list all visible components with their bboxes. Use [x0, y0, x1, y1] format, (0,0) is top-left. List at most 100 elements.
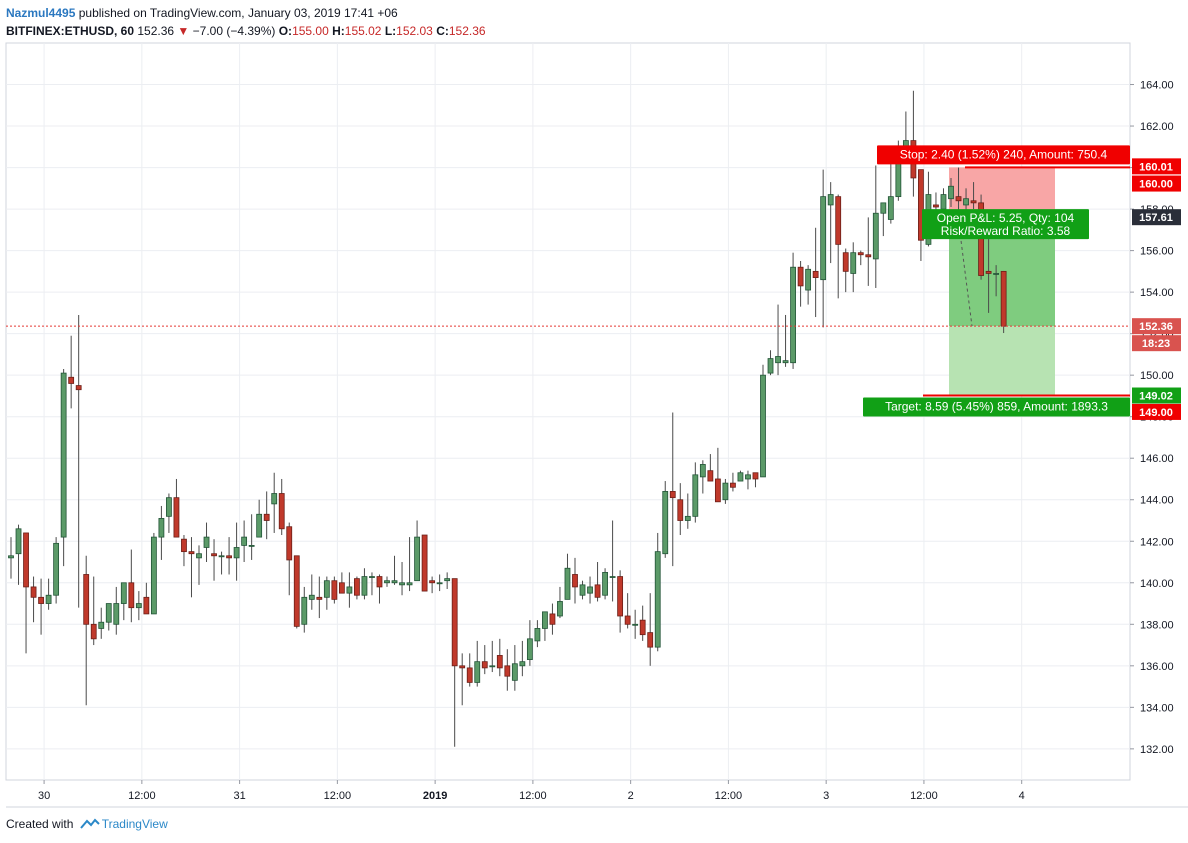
- bullish-candle: [369, 576, 375, 578]
- bearish-candle: [978, 202, 984, 276]
- bullish-candle: [557, 601, 563, 617]
- x-tick-label: 12:00: [715, 790, 743, 802]
- y-tick-label: 154.00: [1140, 287, 1174, 299]
- author-name[interactable]: Nazmul4495: [6, 6, 76, 20]
- x-tick-label: 12:00: [324, 790, 352, 802]
- bullish-candle: [256, 513, 263, 538]
- y-tick-label: 164.00: [1140, 80, 1174, 92]
- x-tick-label: 31: [233, 790, 245, 802]
- bullish-candle: [526, 638, 533, 660]
- footer: Created with TradingView: [6, 817, 168, 831]
- bullish-candle: [233, 547, 240, 559]
- bearish-candle: [429, 580, 436, 584]
- bullish-candle: [308, 594, 315, 600]
- pnl-label-text: Risk/Reward Ratio: 3.58: [941, 224, 1071, 238]
- countdown-tag-bg: [1132, 335, 1181, 352]
- bullish-candle: [534, 628, 541, 642]
- y-tick-label: 136.00: [1140, 661, 1174, 673]
- bullish-candle: [53, 542, 60, 596]
- bullish-candle: [542, 611, 548, 629]
- y-tick-label: 162.00: [1140, 121, 1174, 133]
- stop-axis-tag: 160.00: [1139, 179, 1173, 191]
- bearish-candle: [496, 655, 503, 669]
- bullish-candle: [699, 464, 706, 478]
- bullish-candle: [489, 665, 496, 668]
- bullish-candle: [880, 202, 887, 214]
- bullish-candle: [760, 374, 766, 478]
- bullish-candle: [827, 194, 834, 206]
- bullish-candle: [361, 576, 368, 596]
- bullish-candle: [15, 528, 22, 555]
- bearish-candle: [714, 478, 721, 503]
- bullish-candle: [384, 580, 390, 584]
- bearish-candle: [669, 491, 676, 499]
- bullish-candle: [609, 576, 616, 578]
- bearish-candle: [75, 385, 82, 391]
- bullish-candle: [564, 567, 571, 600]
- bearish-candle: [226, 555, 232, 559]
- tradingview-brand[interactable]: TradingView: [101, 817, 168, 831]
- entry-price-tag: 157.61: [1139, 212, 1173, 224]
- bullish-candle: [940, 194, 947, 210]
- bullish-candle: [887, 196, 894, 220]
- bearish-candle: [857, 252, 864, 256]
- bullish-candle: [218, 555, 225, 558]
- bullish-candle: [737, 472, 744, 482]
- bearish-candle: [173, 497, 180, 538]
- tradingview-logo-icon: [79, 818, 100, 829]
- publish-line: Nazmul4495 published on TradingView.com,…: [6, 4, 486, 22]
- high-value: 155.02: [344, 24, 382, 38]
- bearish-candle: [293, 555, 300, 627]
- target-zone: [949, 326, 1055, 396]
- bullish-candle: [632, 623, 639, 626]
- target-axis-tag: 149.00: [1139, 407, 1173, 419]
- bearish-candle: [639, 619, 646, 636]
- bearish-candle: [354, 578, 360, 596]
- bullish-candle: [271, 493, 278, 505]
- x-tick-label: 12:00: [519, 790, 547, 802]
- x-tick-label: 4: [1019, 790, 1025, 802]
- pnl-label-box: [922, 209, 1089, 240]
- bearish-candle: [835, 196, 842, 245]
- bearish-candle: [730, 482, 736, 488]
- bullish-candle: [166, 497, 172, 517]
- bearish-candle: [211, 553, 217, 557]
- bullish-candle: [399, 582, 405, 586]
- chart-header: Nazmul4495 published on TradingView.com,…: [6, 4, 486, 40]
- bearish-candle: [331, 580, 338, 600]
- bullish-candle: [684, 515, 691, 521]
- target-price-tag-bg: [1132, 387, 1181, 404]
- bullish-candle: [406, 582, 413, 586]
- bullish-candle: [511, 663, 518, 681]
- bearish-candle: [572, 574, 578, 588]
- high-label: H:: [332, 24, 345, 38]
- bearish-candle: [677, 499, 684, 521]
- bearish-candle: [421, 534, 428, 592]
- bearish-candle: [181, 538, 187, 553]
- price-change: −7.00 (−4.39%): [192, 24, 276, 38]
- bullish-candle: [474, 661, 481, 683]
- stop-price-tag-bg: [1132, 158, 1181, 175]
- bullish-candle: [196, 553, 202, 559]
- bullish-candle: [241, 536, 248, 546]
- bullish-candle: [602, 571, 608, 596]
- y-tick-label: 132.00: [1140, 744, 1174, 756]
- bearish-candle: [842, 252, 849, 272]
- x-tick-label: 2019: [423, 790, 447, 802]
- last-price-value: 152.36: [137, 24, 175, 38]
- bearish-candle: [647, 632, 654, 648]
- stop-axis-tag-bg: [1132, 175, 1181, 192]
- stop-label-box: [877, 145, 1130, 165]
- bullish-candle: [820, 196, 827, 281]
- bullish-candle: [519, 661, 526, 667]
- bullish-candle: [105, 603, 112, 623]
- bullish-candle: [790, 266, 796, 364]
- bullish-candle: [120, 582, 127, 604]
- bullish-candle: [850, 252, 857, 274]
- bullish-candle: [805, 268, 812, 291]
- bullish-candle: [323, 580, 330, 598]
- y-tick-label: 142.00: [1140, 536, 1174, 548]
- bearish-candle: [459, 665, 466, 669]
- bearish-candle: [128, 582, 135, 609]
